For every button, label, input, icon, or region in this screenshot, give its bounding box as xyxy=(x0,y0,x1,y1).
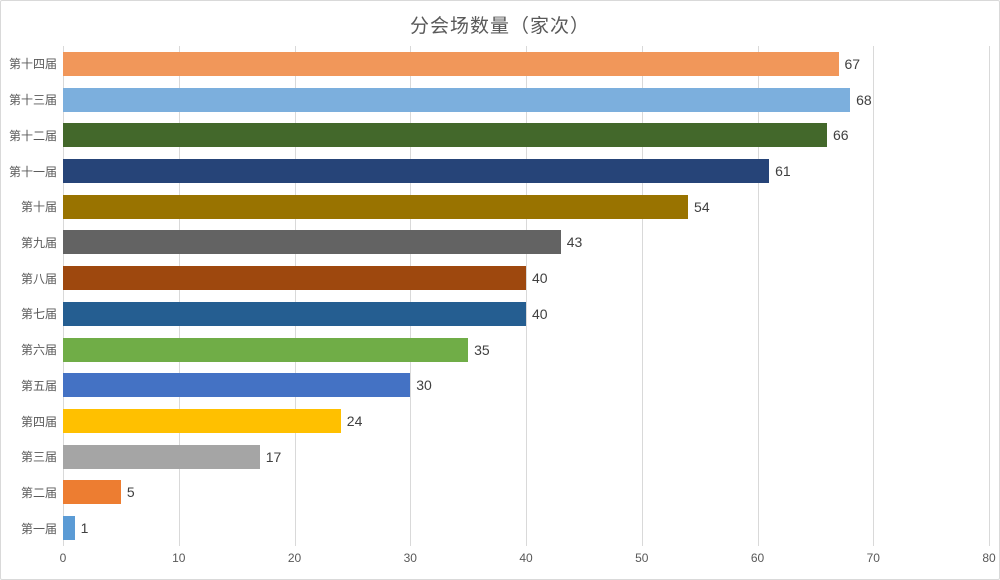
x-tick-label: 10 xyxy=(172,551,186,565)
value-label: 67 xyxy=(844,55,861,72)
category-label: 第三届 xyxy=(20,450,57,465)
bar-row: 66 xyxy=(63,117,989,153)
bar xyxy=(63,194,689,219)
bar xyxy=(63,51,839,76)
value-label: 54 xyxy=(694,198,710,215)
bar xyxy=(63,516,75,541)
gridline xyxy=(294,46,296,546)
bar-row: 5 xyxy=(63,475,989,511)
bar xyxy=(63,409,341,434)
value-label: 43 xyxy=(566,234,583,251)
value-label: 5 xyxy=(126,484,135,501)
value-label: 35 xyxy=(474,341,490,358)
value-label: 1 xyxy=(80,520,89,537)
category-label: 第九届 xyxy=(20,235,57,250)
bar xyxy=(63,301,526,326)
bar xyxy=(63,480,121,505)
category-label: 第十一届 xyxy=(8,164,57,179)
bar xyxy=(63,444,260,469)
value-label: 40 xyxy=(532,270,548,287)
gridline xyxy=(641,46,643,546)
x-tick-label: 60 xyxy=(750,551,765,565)
value-label: 17 xyxy=(265,448,282,465)
category-label: 第八届 xyxy=(20,271,57,286)
bar xyxy=(63,123,827,148)
value-label: 66 xyxy=(832,127,849,144)
x-tick-label: 50 xyxy=(635,551,649,565)
value-label: 68 xyxy=(856,91,872,108)
x-tick-label: 70 xyxy=(866,551,880,565)
bar-row: 67 xyxy=(63,46,989,82)
bar-row: 17 xyxy=(63,439,989,475)
x-tick-label: 80 xyxy=(982,551,996,565)
gridline xyxy=(989,46,990,546)
bar-row: 68 xyxy=(63,82,989,118)
bar xyxy=(63,159,770,184)
value-label: 30 xyxy=(416,377,432,394)
x-tick-label: 30 xyxy=(403,551,417,565)
category-label: 第七届 xyxy=(20,307,57,322)
bar-row: 40 xyxy=(63,296,989,332)
category-label: 第六届 xyxy=(20,343,57,358)
x-tick-label: 20 xyxy=(287,551,302,565)
category-label: 第十二届 xyxy=(8,128,57,143)
bar-row: 61 xyxy=(63,153,989,189)
bar xyxy=(63,337,469,362)
bar-row: 30 xyxy=(63,367,989,403)
category-label: 第十届 xyxy=(20,200,57,215)
x-tick-label: 0 xyxy=(59,551,67,565)
category-label: 第十四届 xyxy=(8,57,57,72)
bar xyxy=(63,87,851,112)
bar-row: 40 xyxy=(63,260,989,296)
category-axis: 第十四届第十三届第十二届第十一届第十届第九届第八届第七届第六届第五届第四届第三届… xyxy=(1,46,57,546)
category-label: 第四届 xyxy=(20,414,57,429)
bar-row: 54 xyxy=(63,189,989,225)
category-label: 第五届 xyxy=(20,378,57,393)
bar xyxy=(63,373,411,398)
x-tick-label: 40 xyxy=(519,551,533,565)
chart-title: 分会场数量（家次） xyxy=(409,16,590,37)
value-label: 61 xyxy=(775,163,791,180)
plot-area: 67 68 66 61 54 43 40 40 35 30 24 17 5 1 xyxy=(63,46,990,546)
gridline xyxy=(873,46,875,546)
bar-row: 1 xyxy=(63,510,989,546)
bar-row: 24 xyxy=(63,403,989,439)
bar-rows: 67 68 66 61 54 43 40 40 35 30 24 17 5 1 xyxy=(63,46,989,546)
gridline xyxy=(178,46,180,546)
value-axis: 0 10 20 30 40 50 60 70 80 xyxy=(59,549,996,569)
gridline xyxy=(757,46,759,546)
gridline xyxy=(63,46,64,546)
value-label: 40 xyxy=(532,305,548,322)
value-label: 24 xyxy=(346,413,363,430)
category-label: 第二届 xyxy=(20,485,57,500)
category-label: 第一届 xyxy=(20,521,57,536)
bar xyxy=(63,266,526,291)
gridline xyxy=(410,46,412,546)
bar-row: 43 xyxy=(63,225,989,261)
bar xyxy=(63,230,561,255)
bar-row: 35 xyxy=(63,332,989,368)
gridline xyxy=(526,46,527,546)
category-label: 第十三届 xyxy=(8,93,57,108)
